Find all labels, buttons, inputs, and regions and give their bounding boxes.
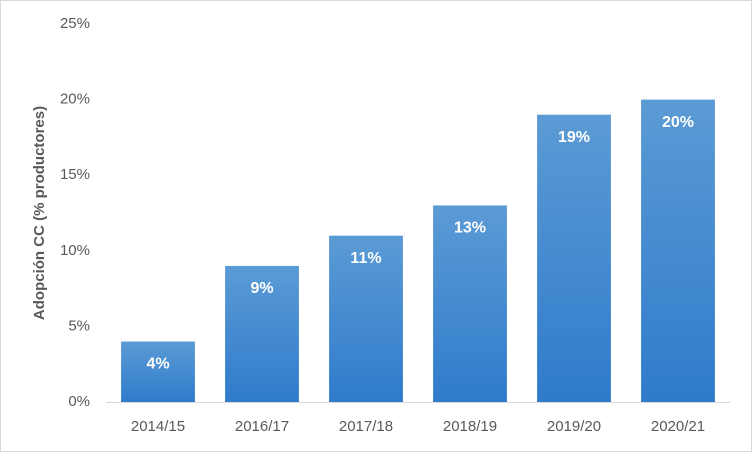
x-tick-label: 2016/17 — [235, 418, 289, 435]
value-label: 20% — [662, 114, 694, 131]
x-tick-label: 2018/19 — [443, 418, 497, 435]
value-label: 11% — [350, 250, 381, 267]
value-label: 13% — [454, 220, 486, 237]
value-label: 4% — [146, 356, 169, 373]
x-tick-label: 2017/18 — [339, 418, 393, 435]
bar — [225, 265, 299, 402]
bar — [433, 205, 507, 402]
bar — [641, 99, 715, 402]
bar — [329, 235, 403, 402]
y-axis-label: Adopción CC (% productores) — [31, 106, 48, 320]
x-tick-label: 2019/20 — [547, 418, 601, 435]
y-tick-label: 5% — [68, 317, 90, 334]
bar — [121, 341, 195, 402]
x-tick-label: 2020/21 — [651, 418, 705, 435]
bar — [537, 114, 611, 402]
value-label: 19% — [558, 129, 590, 146]
value-label: 9% — [250, 280, 273, 297]
x-tick-label: 2014/15 — [131, 418, 185, 435]
y-tick-label: 0% — [68, 393, 90, 410]
y-tick-label: 25% — [60, 15, 90, 32]
y-tick-label: 10% — [60, 242, 90, 259]
y-tick-label: 20% — [60, 91, 90, 108]
y-tick-label: 15% — [60, 166, 90, 183]
